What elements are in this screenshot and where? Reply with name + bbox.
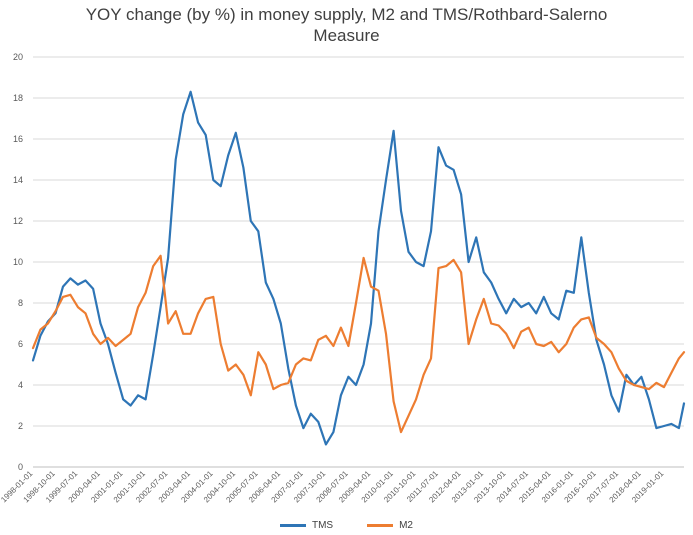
series-line-m2 [31, 254, 686, 434]
y-tick-label: 0 [18, 462, 23, 472]
series-line-tms [31, 90, 686, 446]
y-tick-label: 20 [13, 52, 23, 62]
y-tick-label: 10 [13, 257, 23, 267]
y-tick-label: 2 [18, 421, 23, 431]
gridlines [33, 56, 684, 468]
y-tick-label: 12 [13, 216, 23, 226]
chart-title: YOY change (by %) in money supply, M2 an… [0, 4, 693, 46]
y-tick-label: 16 [13, 134, 23, 144]
legend-swatch [279, 523, 306, 527]
legend-swatch [367, 523, 394, 527]
y-tick-label: 8 [18, 298, 23, 308]
y-tick-label: 4 [18, 380, 23, 390]
series-lines [31, 90, 686, 446]
y-tick-label: 14 [13, 175, 23, 185]
legend-label: M2 [399, 519, 413, 531]
legend-item-tms: TMS [279, 517, 334, 533]
y-tick-label: 6 [18, 339, 23, 349]
legend-item-m2: M2 [367, 517, 413, 533]
y-tick-label: 18 [13, 93, 23, 103]
legend-label: TMS [311, 519, 334, 531]
chart-title-line-2: Measure [313, 26, 380, 45]
chart-title-line-1: YOY change (by %) in money supply, M2 an… [85, 5, 608, 24]
legend: TMS M2 [0, 517, 693, 533]
x-axis-ticks: 1998-01-011998-10-011999-07-012000-04-01… [0, 469, 666, 505]
y-axis-ticks: 0 2 4 6 8 10 12 14 16 18 20 [13, 52, 23, 472]
